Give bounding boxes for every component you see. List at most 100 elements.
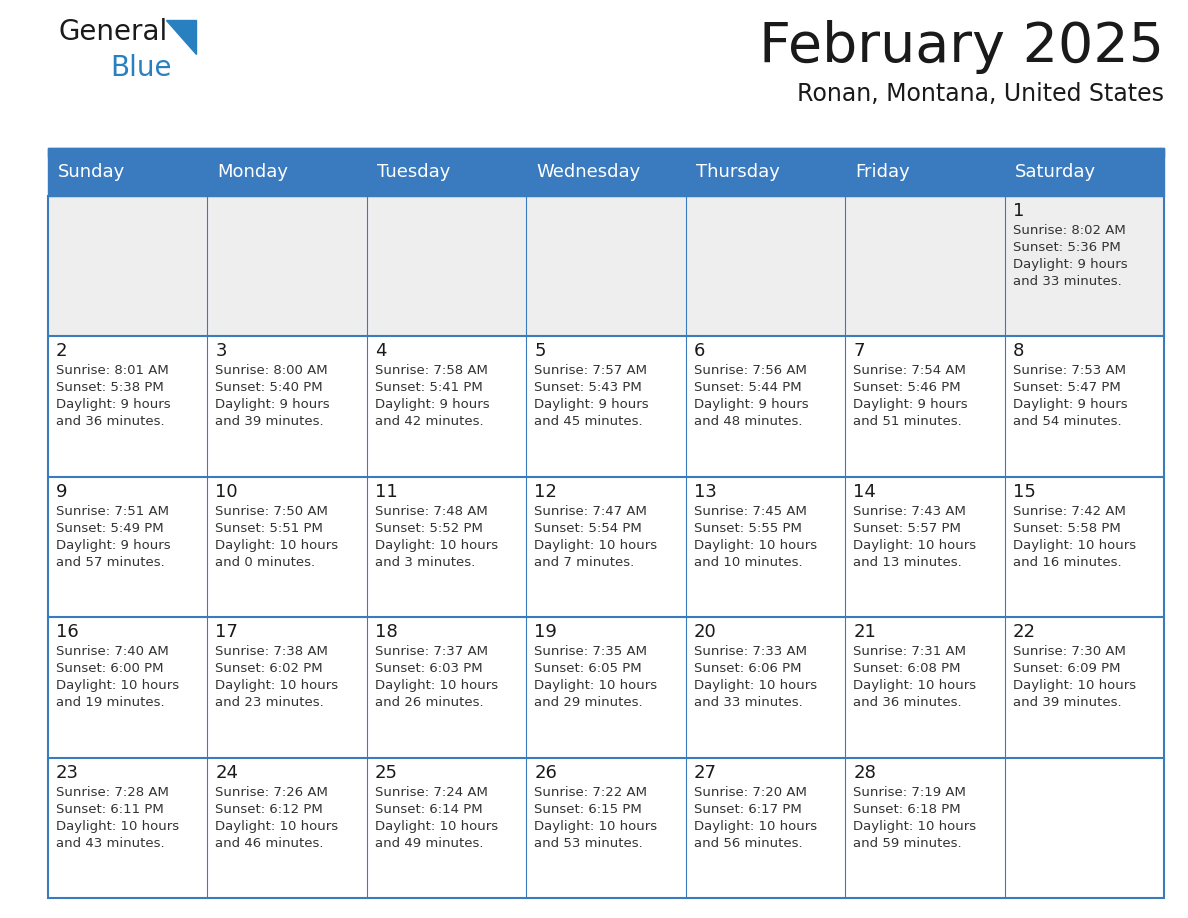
Text: General: General xyxy=(58,18,168,46)
Text: Sunset: 5:46 PM: Sunset: 5:46 PM xyxy=(853,381,961,395)
Text: and 48 minutes.: and 48 minutes. xyxy=(694,416,802,429)
Text: Sunset: 5:49 PM: Sunset: 5:49 PM xyxy=(56,521,164,535)
Text: Sunset: 6:11 PM: Sunset: 6:11 PM xyxy=(56,802,164,815)
Text: 2: 2 xyxy=(56,342,68,361)
Text: 20: 20 xyxy=(694,623,716,641)
Text: Daylight: 10 hours: Daylight: 10 hours xyxy=(535,679,657,692)
Text: 23: 23 xyxy=(56,764,78,781)
Text: Sunrise: 7:57 AM: Sunrise: 7:57 AM xyxy=(535,364,647,377)
Text: 19: 19 xyxy=(535,623,557,641)
Text: Sunset: 5:52 PM: Sunset: 5:52 PM xyxy=(375,521,482,535)
Text: 11: 11 xyxy=(375,483,398,501)
Text: Daylight: 10 hours: Daylight: 10 hours xyxy=(694,539,817,552)
Text: Sunset: 6:02 PM: Sunset: 6:02 PM xyxy=(215,662,323,676)
Text: Friday: Friday xyxy=(855,163,910,181)
Text: Tuesday: Tuesday xyxy=(377,163,450,181)
Text: Sunrise: 7:37 AM: Sunrise: 7:37 AM xyxy=(375,645,488,658)
Text: 15: 15 xyxy=(1012,483,1036,501)
Text: Sunset: 6:18 PM: Sunset: 6:18 PM xyxy=(853,802,961,815)
Text: 16: 16 xyxy=(56,623,78,641)
Text: Daylight: 10 hours: Daylight: 10 hours xyxy=(215,539,339,552)
Text: Sunset: 5:43 PM: Sunset: 5:43 PM xyxy=(535,381,642,395)
Text: Daylight: 10 hours: Daylight: 10 hours xyxy=(535,539,657,552)
Text: Sunrise: 7:35 AM: Sunrise: 7:35 AM xyxy=(535,645,647,658)
Text: Sunrise: 7:53 AM: Sunrise: 7:53 AM xyxy=(1012,364,1125,377)
Text: Sunset: 5:41 PM: Sunset: 5:41 PM xyxy=(375,381,482,395)
Text: Ronan, Montana, United States: Ronan, Montana, United States xyxy=(797,82,1164,106)
Text: and 33 minutes.: and 33 minutes. xyxy=(1012,275,1121,288)
Text: Sunset: 5:40 PM: Sunset: 5:40 PM xyxy=(215,381,323,395)
Text: Sunrise: 7:38 AM: Sunrise: 7:38 AM xyxy=(215,645,328,658)
Text: 24: 24 xyxy=(215,764,239,781)
Text: and 53 minutes.: and 53 minutes. xyxy=(535,836,643,849)
Text: Sunset: 6:15 PM: Sunset: 6:15 PM xyxy=(535,802,642,815)
Text: Daylight: 10 hours: Daylight: 10 hours xyxy=(853,679,977,692)
Text: Sunset: 5:36 PM: Sunset: 5:36 PM xyxy=(1012,241,1120,254)
Text: Daylight: 10 hours: Daylight: 10 hours xyxy=(375,539,498,552)
Text: Sunrise: 7:24 AM: Sunrise: 7:24 AM xyxy=(375,786,488,799)
Text: and 54 minutes.: and 54 minutes. xyxy=(1012,416,1121,429)
Text: and 19 minutes.: and 19 minutes. xyxy=(56,696,165,710)
Bar xyxy=(48,757,1164,898)
Text: and 13 minutes.: and 13 minutes. xyxy=(853,555,962,569)
Text: Daylight: 10 hours: Daylight: 10 hours xyxy=(375,820,498,833)
Text: and 36 minutes.: and 36 minutes. xyxy=(56,416,165,429)
Text: Daylight: 10 hours: Daylight: 10 hours xyxy=(694,820,817,833)
Text: and 7 minutes.: and 7 minutes. xyxy=(535,555,634,569)
Text: Sunrise: 7:58 AM: Sunrise: 7:58 AM xyxy=(375,364,488,377)
Text: Sunrise: 7:20 AM: Sunrise: 7:20 AM xyxy=(694,786,807,799)
Text: Sunrise: 7:47 AM: Sunrise: 7:47 AM xyxy=(535,505,647,518)
Text: Daylight: 10 hours: Daylight: 10 hours xyxy=(1012,679,1136,692)
Text: and 16 minutes.: and 16 minutes. xyxy=(1012,555,1121,569)
Text: Sunrise: 8:01 AM: Sunrise: 8:01 AM xyxy=(56,364,169,377)
Text: Daylight: 9 hours: Daylight: 9 hours xyxy=(56,398,171,411)
Text: and 57 minutes.: and 57 minutes. xyxy=(56,555,165,569)
Text: Sunset: 5:38 PM: Sunset: 5:38 PM xyxy=(56,381,164,395)
Text: 4: 4 xyxy=(375,342,386,361)
Text: Daylight: 10 hours: Daylight: 10 hours xyxy=(215,679,339,692)
Text: Sunset: 6:08 PM: Sunset: 6:08 PM xyxy=(853,662,961,676)
Text: Sunrise: 8:00 AM: Sunrise: 8:00 AM xyxy=(215,364,328,377)
Text: 22: 22 xyxy=(1012,623,1036,641)
Text: Blue: Blue xyxy=(110,54,171,82)
Text: and 26 minutes.: and 26 minutes. xyxy=(375,696,484,710)
Text: Sunrise: 7:33 AM: Sunrise: 7:33 AM xyxy=(694,645,807,658)
Text: and 10 minutes.: and 10 minutes. xyxy=(694,555,802,569)
Text: Monday: Monday xyxy=(217,163,289,181)
Text: Sunset: 6:06 PM: Sunset: 6:06 PM xyxy=(694,662,801,676)
Text: and 39 minutes.: and 39 minutes. xyxy=(215,416,324,429)
Text: and 56 minutes.: and 56 minutes. xyxy=(694,836,802,849)
Text: 8: 8 xyxy=(1012,342,1024,361)
Text: February 2025: February 2025 xyxy=(759,20,1164,74)
Text: Sunrise: 7:50 AM: Sunrise: 7:50 AM xyxy=(215,505,328,518)
Text: Sunset: 6:05 PM: Sunset: 6:05 PM xyxy=(535,662,642,676)
Bar xyxy=(48,148,1164,196)
Text: Sunset: 6:17 PM: Sunset: 6:17 PM xyxy=(694,802,802,815)
Text: Daylight: 9 hours: Daylight: 9 hours xyxy=(1012,258,1127,271)
Text: Sunrise: 8:02 AM: Sunrise: 8:02 AM xyxy=(1012,224,1125,237)
Text: Sunrise: 7:28 AM: Sunrise: 7:28 AM xyxy=(56,786,169,799)
Text: Sunset: 5:47 PM: Sunset: 5:47 PM xyxy=(1012,381,1120,395)
Text: Sunrise: 7:51 AM: Sunrise: 7:51 AM xyxy=(56,505,169,518)
Text: Sunrise: 7:54 AM: Sunrise: 7:54 AM xyxy=(853,364,966,377)
Text: and 43 minutes.: and 43 minutes. xyxy=(56,836,165,849)
Text: Daylight: 10 hours: Daylight: 10 hours xyxy=(853,539,977,552)
Text: 25: 25 xyxy=(375,764,398,781)
Bar xyxy=(48,196,1164,336)
Bar xyxy=(48,476,1164,617)
Text: Sunrise: 7:31 AM: Sunrise: 7:31 AM xyxy=(853,645,966,658)
Text: 7: 7 xyxy=(853,342,865,361)
Text: Sunset: 5:57 PM: Sunset: 5:57 PM xyxy=(853,521,961,535)
Text: 10: 10 xyxy=(215,483,238,501)
Text: Daylight: 9 hours: Daylight: 9 hours xyxy=(215,398,330,411)
Text: Sunset: 6:14 PM: Sunset: 6:14 PM xyxy=(375,802,482,815)
Text: 14: 14 xyxy=(853,483,876,501)
Text: Daylight: 10 hours: Daylight: 10 hours xyxy=(215,820,339,833)
Text: 27: 27 xyxy=(694,764,716,781)
Text: 3: 3 xyxy=(215,342,227,361)
Text: Thursday: Thursday xyxy=(696,163,779,181)
Bar xyxy=(48,617,1164,757)
Text: Daylight: 9 hours: Daylight: 9 hours xyxy=(853,398,968,411)
Text: Sunset: 5:54 PM: Sunset: 5:54 PM xyxy=(535,521,642,535)
Text: Daylight: 9 hours: Daylight: 9 hours xyxy=(375,398,489,411)
